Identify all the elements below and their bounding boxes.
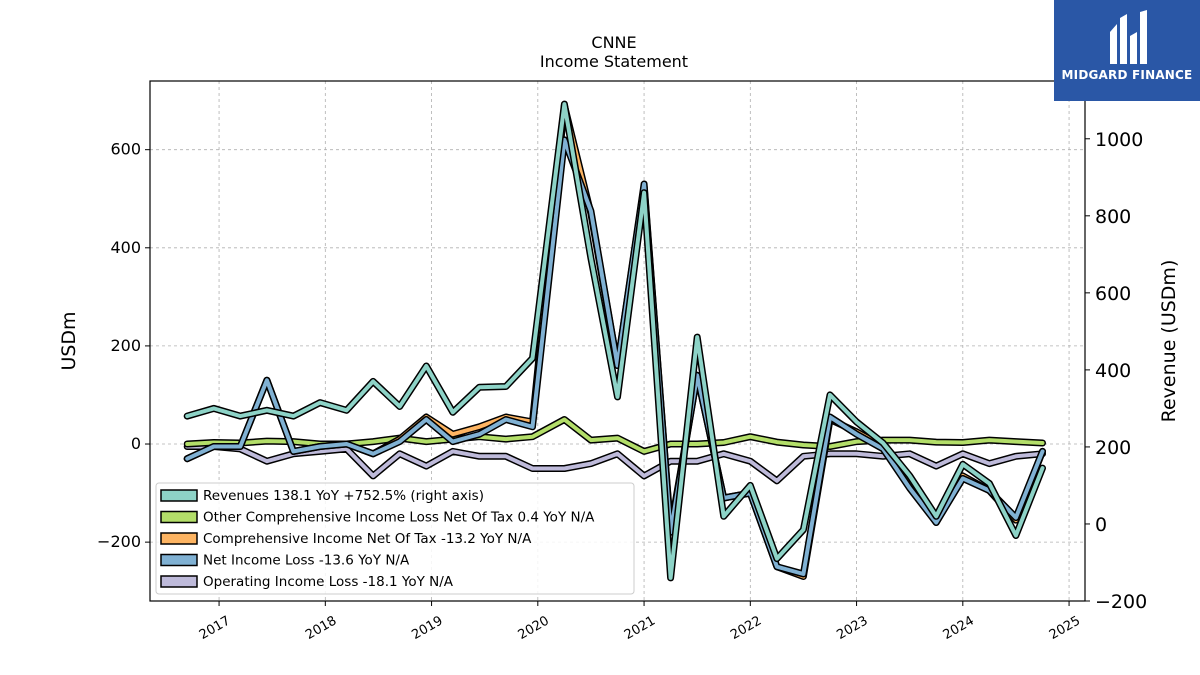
y-tick-label: −200 (97, 532, 141, 551)
midgard-logo-icon (1110, 10, 1147, 64)
series-layer (183, 100, 1046, 582)
legend-entry: Revenues 138.1 YoY +752.5% (right axis) (203, 488, 484, 504)
y-right-tick-label: 600 (1095, 283, 1131, 305)
legend-swatch (160, 575, 198, 588)
x-tick-label: 2017 (197, 613, 233, 643)
legend-swatch (160, 553, 198, 567)
grid (150, 81, 1085, 601)
legend-entry: Other Comprehensive Income Loss Net Of T… (203, 510, 595, 526)
x-tick-label: 2024 (941, 613, 977, 643)
chart-subtitle: Income Statement (540, 52, 688, 71)
x-tick-label: 2018 (303, 613, 339, 643)
legend: Revenues 138.1 YoY +752.5% (right axis) O… (155, 482, 635, 595)
brand-name: MIDGARD FINANCE (1061, 68, 1193, 82)
x-tick-label: 2021 (622, 613, 658, 643)
legend-swatch (160, 489, 198, 502)
y-right-tick-label: 400 (1095, 360, 1131, 382)
plot-frame (149, 80, 1086, 602)
y-tick-label: 600 (110, 140, 141, 159)
y-right-tick-label: −200 (1095, 591, 1147, 613)
y-right-tick-label: 200 (1095, 437, 1131, 459)
y-tick-label: 0 (131, 434, 141, 453)
chart-title: CNNE (591, 33, 636, 52)
y-right-tick-label: 800 (1095, 206, 1131, 228)
series-line-revenues-- (185, 102, 1045, 580)
legend-swatch (160, 510, 198, 524)
y-axis-label: USDm (58, 311, 80, 370)
x-tick-label: 2022 (728, 613, 764, 643)
y-tick-label: 200 (110, 336, 141, 355)
x-tick-label: 2019 (409, 613, 445, 643)
series-line-net-income-loss (185, 137, 1045, 576)
y-axis-right-label: Revenue (USDm) (1158, 260, 1180, 423)
y-right-tick-label: 1000 (1095, 129, 1143, 151)
legend-entry: Comprehensive Income Net Of Tax -13.2 Yo… (203, 531, 532, 547)
legend-entry: Operating Income Loss -18.1 YoY N/A (203, 574, 454, 590)
brand-logo: MIDGARD FINANCE (1054, 0, 1200, 101)
x-tick-label: 2025 (1047, 613, 1083, 643)
y-right-tick-label: 0 (1095, 514, 1107, 536)
series-line-operating-income-loss (185, 444, 1045, 483)
y-tick-label: 400 (110, 238, 141, 257)
x-tick-label: 2020 (516, 613, 552, 643)
legend-entry: Net Income Loss -13.6 YoY N/A (203, 553, 410, 569)
legend-swatch (160, 532, 198, 545)
legend-box (155, 482, 635, 595)
x-tick-label: 2023 (834, 613, 870, 643)
